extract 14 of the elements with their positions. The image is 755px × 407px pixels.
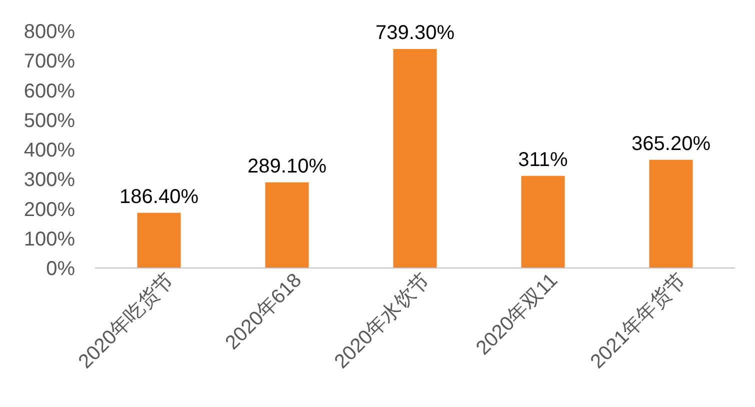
- data-label: 186.40%: [120, 186, 199, 208]
- y-tick-label: 400%: [24, 140, 76, 162]
- y-tick-label: 500%: [24, 110, 76, 132]
- y-tick-label: 700%: [24, 50, 76, 73]
- y-tick-label: 0%: [46, 258, 76, 280]
- data-label: 365.20%: [632, 132, 711, 155]
- data-label: 289.10%: [248, 155, 327, 178]
- data-label: 739.30%: [376, 22, 455, 44]
- y-tick-label: 600%: [24, 80, 76, 102]
- y-tick-label: 300%: [24, 169, 76, 192]
- y-tick-label: 200%: [24, 198, 76, 221]
- data-label: 311%: [518, 148, 568, 171]
- y-tick-label: 800%: [24, 21, 76, 43]
- y-tick-label: 100%: [24, 228, 76, 250]
